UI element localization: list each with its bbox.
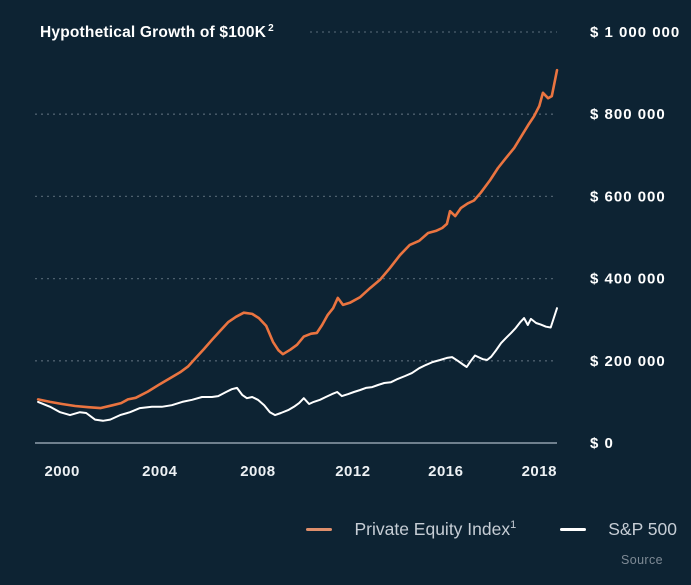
legend-footnote-marker: 1 [510, 519, 517, 532]
y-axis-tick-label: $ 400 000 [590, 271, 666, 288]
chart-title-footnote-marker: 2 [268, 23, 274, 34]
y-axis-tick-label: $ 200 000 [590, 353, 666, 370]
x-axis-tick-label: 2000 [44, 463, 79, 480]
legend-item-sp500: S&P 500 [560, 519, 677, 540]
legend-label-private-equity: Private Equity Index1 [354, 519, 517, 539]
x-axis-tick-label: 2008 [240, 463, 275, 480]
chart-title-text: Hypothetical Growth of $100K [40, 24, 267, 42]
y-axis-tick-label: $ 600 000 [590, 188, 666, 205]
chart-title: Hypothetical Growth of $100K 2 [40, 23, 274, 42]
y-axis-tick-label: $ 800 000 [590, 106, 666, 123]
legend-item-private-equity: Private Equity Index1 [306, 519, 516, 540]
series-line-sp500 [37, 307, 558, 422]
y-axis-tick-label: $ 1 000 000 [590, 24, 680, 41]
source-label: Source [620, 553, 663, 567]
private-equity-line-swatch-icon [306, 528, 333, 531]
series-line-private-equity [36, 68, 559, 410]
x-axis-tick-label: 2004 [142, 463, 178, 480]
x-axis-tick-label: 2018 [522, 463, 557, 480]
legend-label-sp500: S&P 500 [608, 519, 677, 539]
chart-legend: Private Equity Index1 S&P 500 [0, 519, 677, 540]
sp500-line-swatch-icon [560, 528, 587, 531]
x-axis-tick-label: 2012 [335, 463, 370, 480]
y-axis-tick-label: $ 0 [590, 435, 614, 452]
x-axis-tick-label: 2016 [428, 463, 463, 480]
